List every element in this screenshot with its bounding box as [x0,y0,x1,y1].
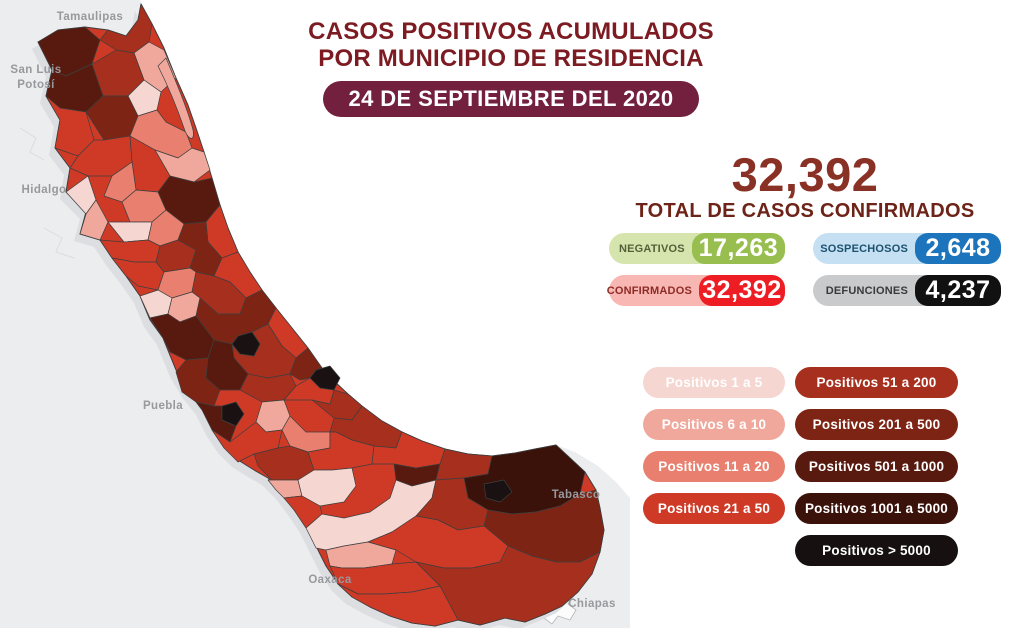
municipality-cell-max [309,365,341,391]
veracruz-choropleth-map [0,0,630,628]
stat-badge-sospechosos: SOSPECHOSOS 2,648 [813,233,1001,264]
municipality-cells [37,3,605,627]
legend-column-left: Positivos 1 a 5 Positivos 6 a 10 Positivos… [643,367,785,524]
neighbor-state-label: Oaxaca [308,574,352,586]
legend-pill: Positivos > 5000 [795,535,958,566]
neighbor-state-label: Puebla [142,400,184,412]
legend-column-right: Positivos 51 a 200 Positivos 201 a 500 Pos… [795,367,958,566]
date-banner: 24 DE SEPTIEMBRE DEL 2020 [323,81,699,117]
page-title-line1: CASOS POSITIVOS ACUMULADOS [308,18,714,45]
total-confirmed-label: TOTAL DE CASOS CONFIRMADOS [635,200,975,222]
neighbor-state-label: Tabasco [551,489,601,501]
legend-pill: Positivos 201 a 500 [795,409,958,440]
header: CASOS POSITIVOS ACUMULADOS POR MUNICIPIO… [288,18,734,117]
stat-badge-defunciones: DEFUNCIONES 4,237 [813,275,1001,306]
legend-pill: Positivos 1001 a 5000 [795,493,958,524]
legend-pill: Positivos 11 a 20 [643,451,785,482]
neighbor-state-label: San Luis [10,64,62,76]
neighbor-state-label: Hidalgo [21,184,67,196]
neighbor-state-label: Chiapas [568,598,616,610]
municipality-cell [111,257,165,291]
stat-badge-value: 2,648 [915,233,1001,264]
municipality-cell [415,545,601,626]
lagoon-tamiahua [157,57,194,139]
stat-badge-label: SOSPECHOSOS [820,242,908,255]
legend-pill: Positivos 21 a 50 [643,493,785,524]
municipality-cell-max [483,479,513,503]
summary-stats: 32,392 TOTAL DE CASOS CONFIRMADOS NEGATI… [598,150,1012,306]
municipality-cell [337,583,459,627]
total-confirmed-value: 32,392 [731,148,879,201]
municipality-cell-max [231,331,261,357]
municipality-cell [297,467,357,507]
stat-badge-value: 4,237 [915,275,1001,306]
municipality-cell-max [221,401,245,427]
stat-badge-value: 17,263 [691,233,785,264]
map-legend: Positivos 1 a 5 Positivos 6 a 10 Positivos… [643,367,958,566]
legend-pill: Positivos 501 a 1000 [795,451,958,482]
legend-pill: Positivos 6 a 10 [643,409,785,440]
neighbor-state-label: Potosí [17,79,55,91]
stat-badge-label: CONFIRMADOS [606,284,692,297]
page-title: CASOS POSITIVOS ACUMULADOS POR MUNICIPIO… [288,18,734,72]
municipality-cell [79,199,109,241]
legend-pill: Positivos 51 a 200 [795,367,958,398]
legend-pill: Positivos 1 a 5 [643,367,785,398]
stat-badge-negativos: NEGATIVOS 17,263 [609,233,785,264]
stat-badge-value: 32,392 [699,275,785,306]
stat-badge-confirmados: CONFIRMADOS 32,392 [606,275,785,306]
page-title-line2: POR MUNICIPIO DE RESIDENCIA [318,45,704,72]
stat-badge-label: NEGATIVOS [619,242,685,255]
stat-badge-label: DEFUNCIONES [825,284,908,297]
stat-badges: NEGATIVOS 17,263 SOSPECHOSOS 2,648 CONFIRMAD… [598,233,1012,306]
neighbor-state-label: Tamaulipas [56,11,124,23]
